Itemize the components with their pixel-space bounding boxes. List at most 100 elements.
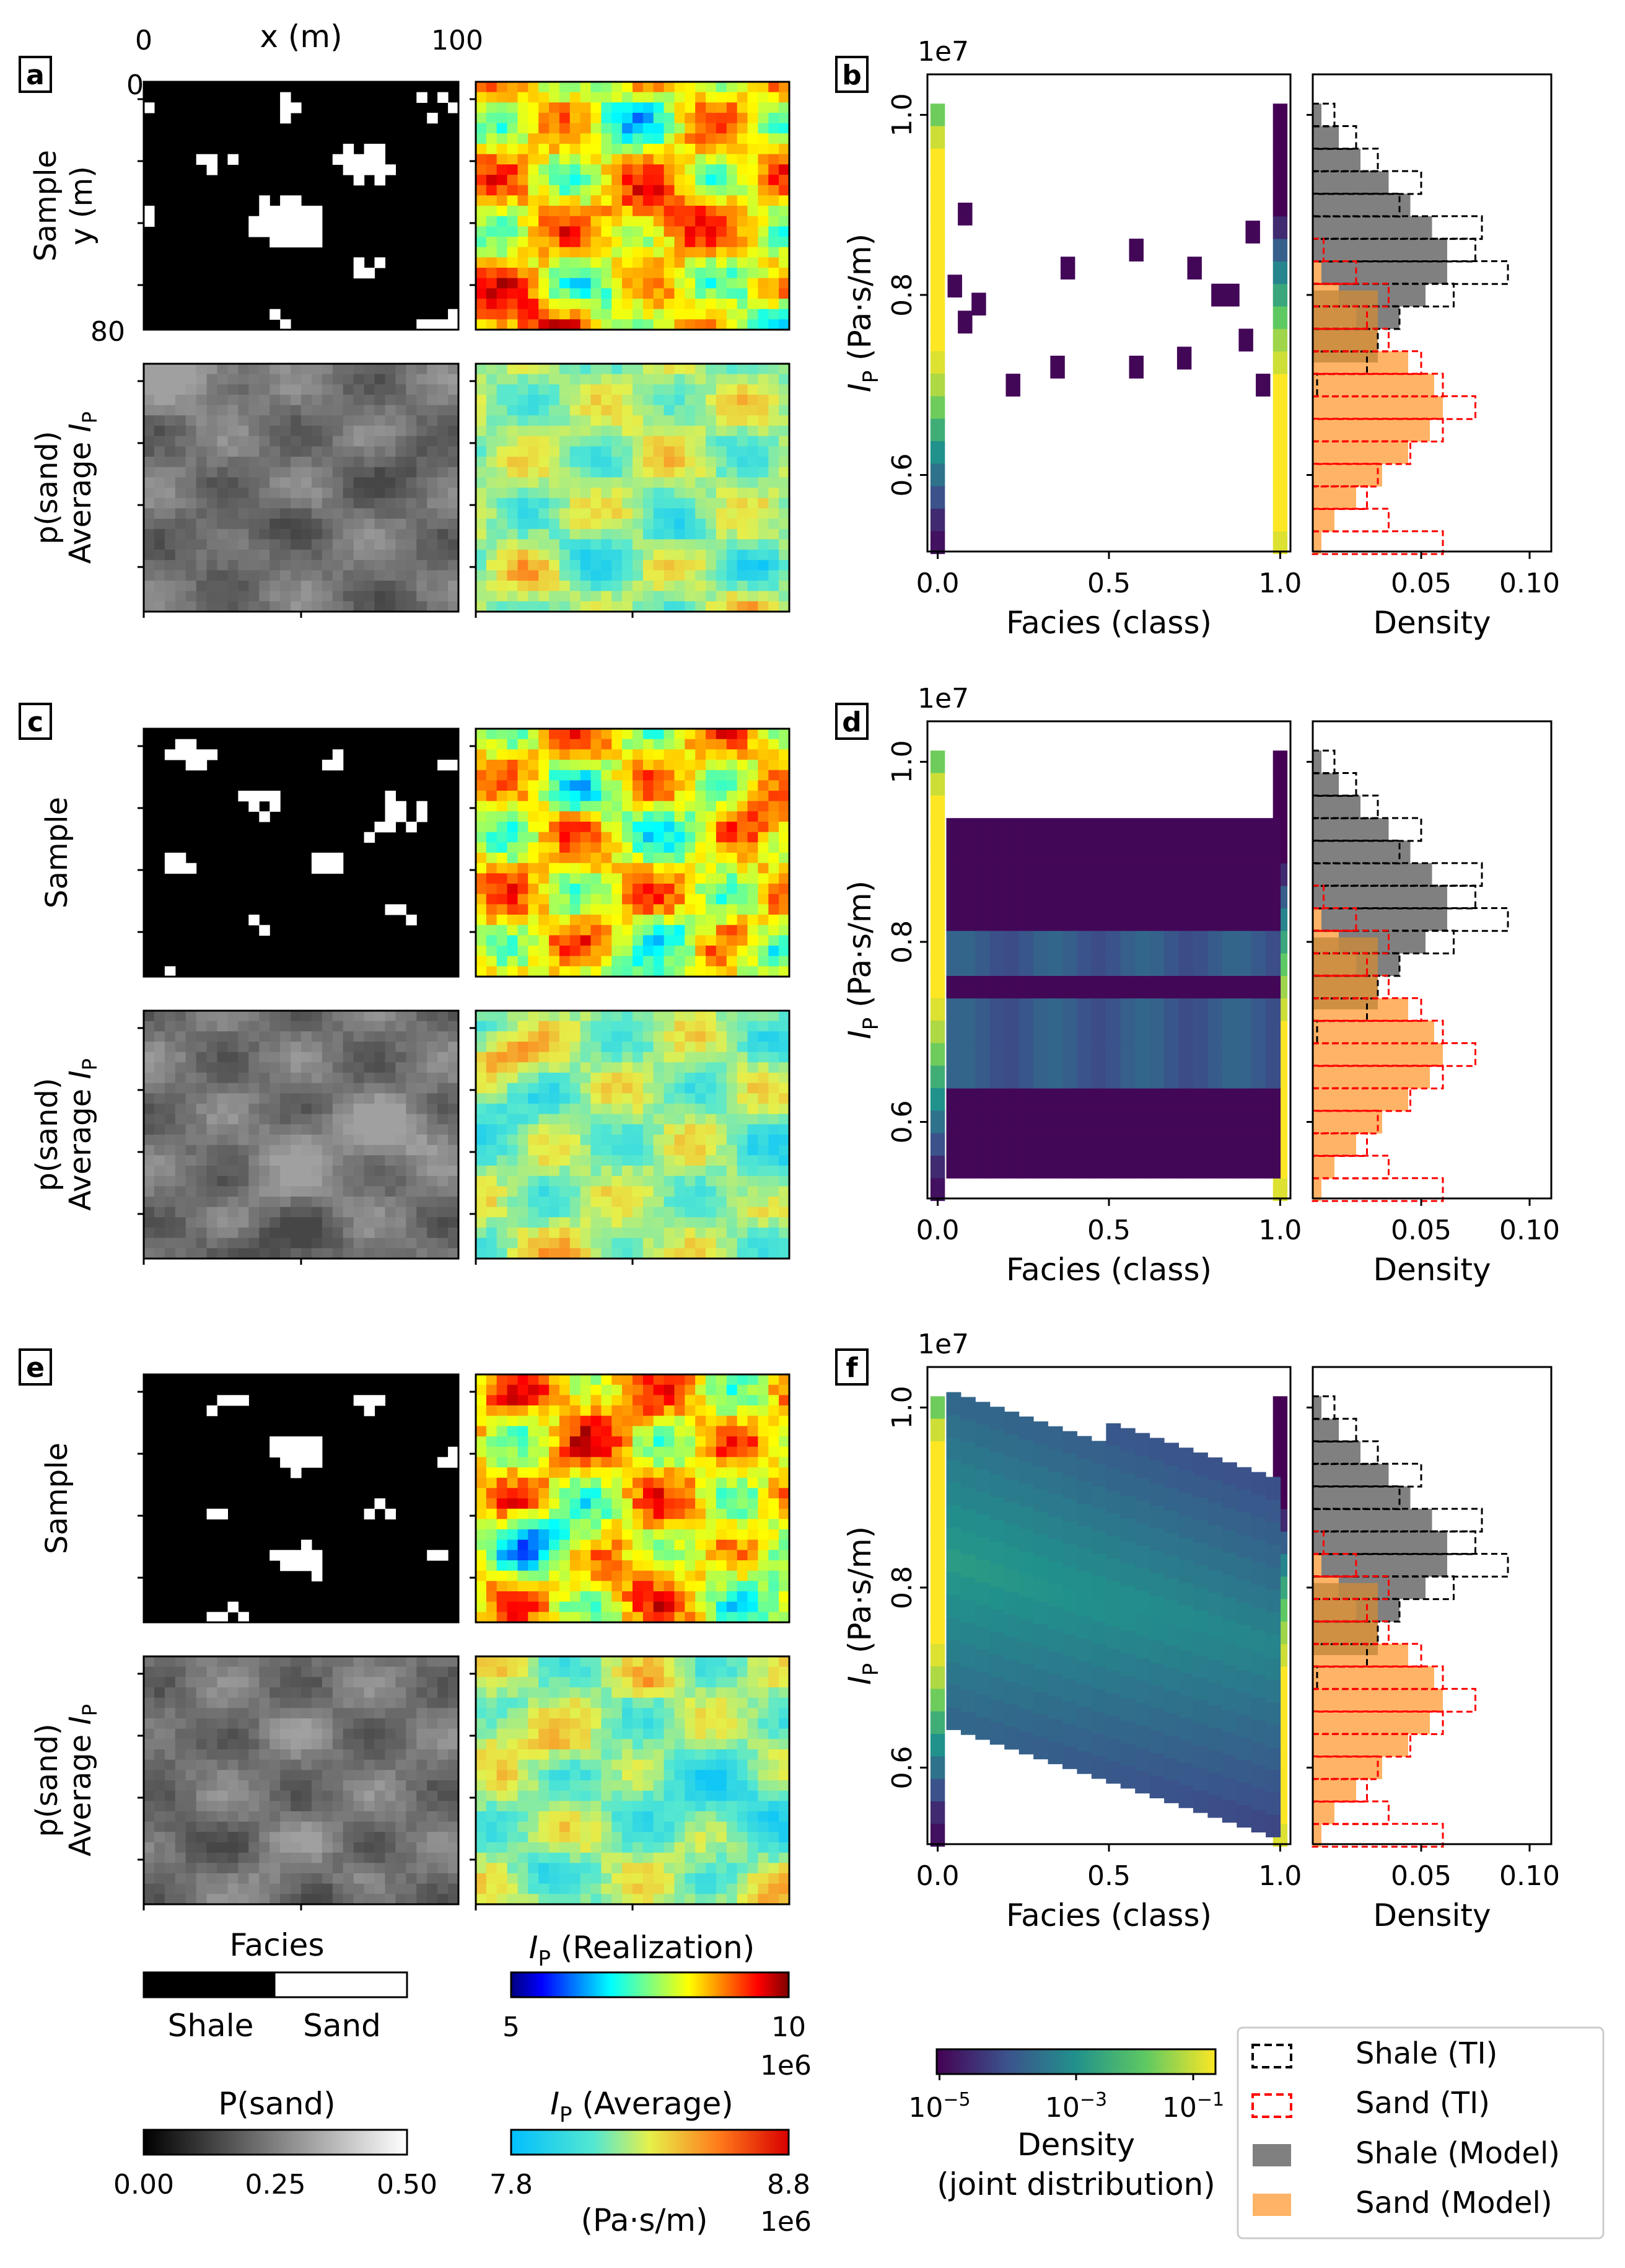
row2-ip-sample-pixel (653, 946, 665, 957)
row1-ip-sample-pixel (633, 257, 644, 268)
row1-ip-sample-pixel (549, 185, 560, 196)
row2-psand-average-pixel (259, 1021, 270, 1032)
row1-ip-average-pixel (538, 364, 550, 375)
row1-ip-average-pixel (496, 405, 508, 416)
row1-facies-sample-pixel (280, 92, 291, 103)
row2-psand-average-pixel (185, 1104, 197, 1115)
row2-psand-average-pixel (144, 1217, 155, 1228)
row2-psand-average-pixel (259, 1042, 270, 1053)
row1-psand-average-pixel (448, 529, 459, 540)
row2-ip-average-pixel (768, 1197, 779, 1208)
row2-psand-average-pixel (374, 1197, 385, 1208)
row1-ip-sample-pixel (496, 144, 508, 155)
row2-psand-average-pixel (406, 1217, 417, 1228)
row1-psand-average-pixel (259, 436, 270, 447)
row2-ip-average-pixel (747, 1021, 758, 1032)
row2-psand-average-pixel (448, 1062, 459, 1073)
row1-psand-average-pixel (416, 550, 427, 561)
row2-ip-sample-pixel (685, 811, 696, 822)
row1-psand-average-pixel (154, 508, 165, 519)
row1-ip-average-pixel (747, 477, 758, 488)
row2-joint-cell-shale (930, 773, 945, 796)
row2-ip-average-pixel (507, 1104, 519, 1115)
row2-ip-average-pixel (559, 1237, 571, 1249)
row2-ip-average-pixel (517, 1166, 528, 1177)
row2-ip-sample-pixel (633, 863, 644, 874)
row1-ip-sample-pixel (538, 102, 550, 113)
row1-psand-average-pixel (385, 457, 396, 468)
row1-psand-average-pixel (217, 364, 228, 375)
row2-ip-sample-pixel (633, 853, 644, 864)
row1-ip-average-pixel (559, 436, 571, 447)
row2-ip-sample-pixel (601, 925, 612, 936)
row2-ip-average-pixel (517, 1052, 528, 1063)
row2-psand-average-pixel (406, 1052, 417, 1063)
row1-ip-average-pixel (496, 415, 508, 426)
row1-ip-sample-pixel (768, 247, 779, 258)
row1-ip-average-pixel (507, 374, 519, 385)
row2-psand-average-pixel (248, 1021, 260, 1032)
row1-facies-sample-pixel (416, 319, 427, 330)
row2-joint-cell-band (1004, 975, 1020, 999)
row2-psand-average-pixel (374, 1176, 385, 1187)
row1-ip-average-pixel (569, 529, 581, 540)
row2-joint-cell-band (1004, 818, 1020, 841)
row1-psand-average-pixel (427, 415, 438, 426)
row2-ip-average-pixel (611, 1031, 623, 1042)
row1-ip-sample-pixel (580, 237, 592, 248)
row2-ip-average-pixel (569, 1217, 581, 1228)
row2-ip-sample-pixel (590, 925, 602, 936)
row1-ip-sample-pixel (569, 278, 581, 289)
row1-ip-sample-pixel (758, 82, 769, 93)
row1-ip-average-pixel (747, 519, 758, 530)
row1-ip-average-pixel (779, 498, 790, 509)
row1-ip-sample-pixel (726, 299, 738, 310)
row1-psand-average-pixel (259, 364, 270, 375)
row2-ip-average-pixel (642, 1155, 654, 1166)
row2-ip-sample-pixel (580, 780, 592, 791)
row1-ip-average-pixel (559, 405, 571, 416)
row2-ip-average-pixel (653, 1114, 665, 1125)
row1-ip-sample-pixel (737, 216, 748, 227)
row1-psand-average-pixel (448, 467, 459, 478)
row2-ip-average-pixel (737, 1104, 748, 1115)
row2-joint-cell-band (946, 1043, 961, 1066)
row1-facies-sample-pixel (291, 206, 302, 217)
row1-ip-sample-pixel (779, 92, 790, 103)
row2-ip-average-pixel (590, 1104, 602, 1115)
row2-facies-sample-pixel (164, 749, 176, 760)
row1-ip-sample-pixel (517, 164, 528, 175)
row2-psand-average-pixel (395, 1104, 406, 1115)
row1-ip-sample-pixel (685, 237, 696, 248)
row2-ip-average-pixel (737, 1248, 748, 1259)
row2-ip-sample-pixel (747, 894, 758, 905)
row2-ip-average-pixel (549, 1248, 560, 1259)
row1-ip-average-pixel (528, 508, 539, 519)
row1-ip-average-pixel (580, 601, 592, 612)
row2-joint-cell-band (1193, 818, 1208, 841)
row2-joint-cell-band (1106, 886, 1121, 908)
row2-ip-sample-pixel (737, 904, 748, 915)
row1-ip-sample-pixel (633, 185, 644, 196)
row2-psand-average-pixel (332, 1207, 344, 1218)
row2-psand-average-pixel (332, 1124, 344, 1135)
row2-ip-average-pixel (633, 1186, 644, 1197)
row1-psand-average-pixel (269, 519, 281, 530)
row2-ip-sample-pixel (569, 739, 581, 750)
row2-ip-average-pixel (496, 1031, 508, 1042)
row1-psand-average-pixel (364, 467, 375, 478)
row1-psand-average-pixel (280, 591, 291, 602)
row2-ip-sample-pixel (476, 801, 487, 812)
row2-psand-average-pixel (185, 1011, 197, 1022)
row1-ip-average-pixel (737, 436, 748, 447)
row1-psand-average-pixel (406, 415, 417, 426)
row1-ip-sample-pixel (747, 237, 758, 248)
row1-psand-average-pixel (311, 508, 323, 519)
row1-ip-sample-pixel (653, 164, 665, 175)
row2-psand-average-pixel (395, 1145, 406, 1156)
row2-ip-sample-pixel (664, 946, 675, 957)
row1-ip-average-pixel (590, 601, 602, 612)
row1-ip-sample-pixel (674, 278, 685, 289)
row1-psand-average-pixel (406, 436, 417, 447)
row2-psand-average-pixel (385, 1176, 396, 1187)
